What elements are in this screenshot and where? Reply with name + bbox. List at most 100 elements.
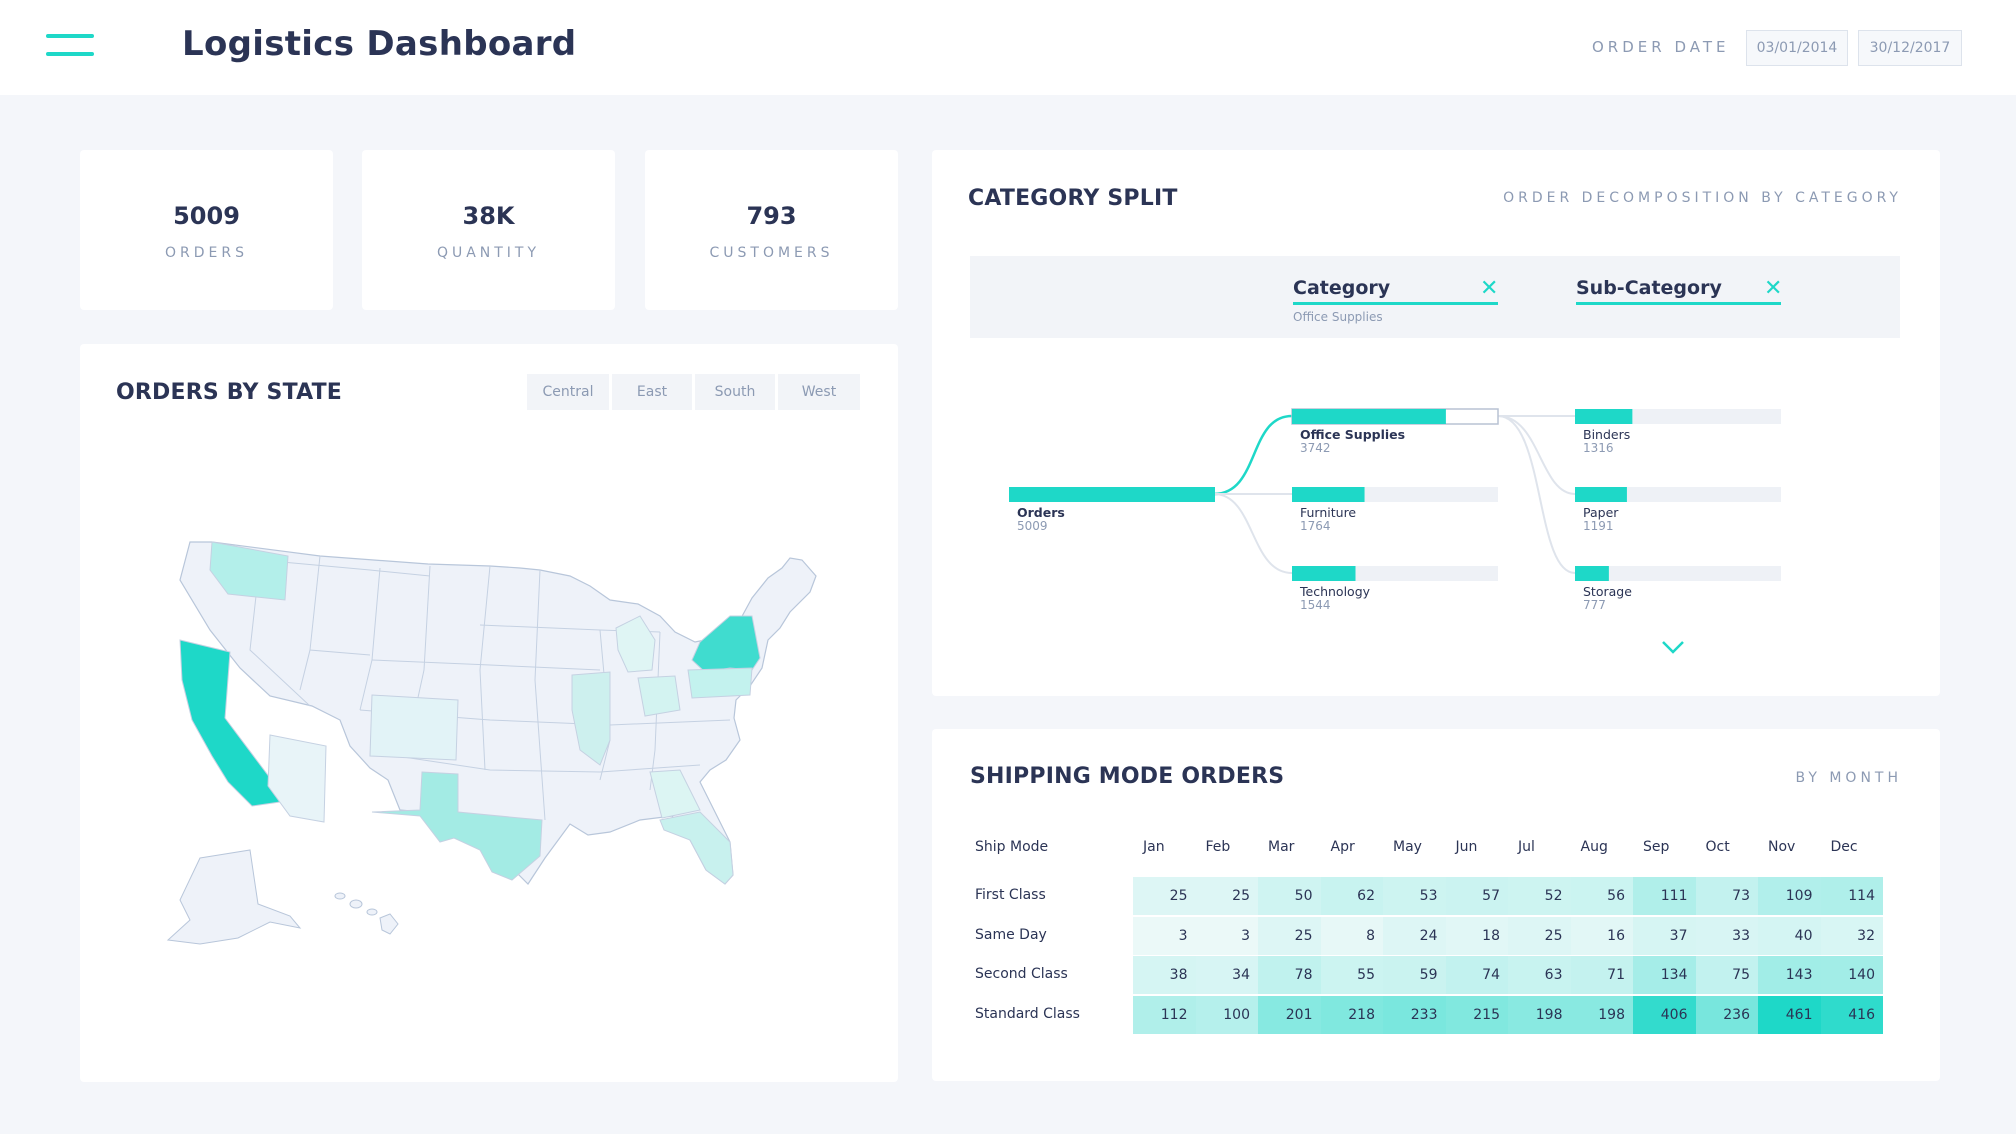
heatmap-cell[interactable]: 73 — [1695, 877, 1758, 915]
subcategory-node-value: 1191 — [1583, 519, 1614, 533]
level-selected-value: Office Supplies — [1293, 310, 1383, 324]
heatmap-cell[interactable]: 109 — [1758, 877, 1821, 915]
heatmap-cell[interactable]: 74 — [1445, 956, 1508, 994]
heatmap-cell[interactable]: 112 — [1133, 995, 1196, 1034]
state-hawaii[interactable] — [334, 892, 399, 935]
close-icon[interactable]: ✕ — [1764, 276, 1783, 301]
state-arizona[interactable] — [267, 734, 327, 823]
heatmap-cell[interactable]: 25 — [1195, 877, 1258, 915]
heatmap-cell[interactable]: 25 — [1508, 916, 1571, 955]
us-state-map[interactable] — [140, 520, 840, 950]
state-illinois[interactable] — [571, 671, 611, 766]
state-washington[interactable] — [209, 541, 289, 601]
heatmap-cell[interactable]: 78 — [1258, 956, 1321, 994]
hamburger-menu-icon[interactable] — [46, 34, 94, 58]
heatmap-row-header: Ship Mode — [975, 839, 1049, 855]
heatmap-cell[interactable]: 198 — [1570, 995, 1633, 1034]
heatmap-cell[interactable]: 25 — [1258, 916, 1321, 955]
chevron-down-icon[interactable] — [1662, 641, 1684, 654]
subcategory-node-label: Paper — [1583, 505, 1619, 520]
heatmap-cell[interactable]: 3 — [1195, 916, 1258, 955]
heatmap-cell[interactable]: 201 — [1258, 995, 1321, 1034]
subcategory-bar-track — [1575, 566, 1781, 581]
heatmap-cell[interactable]: 416 — [1820, 995, 1883, 1034]
category-node-label: Technology — [1300, 584, 1371, 599]
kpi-label: ORDERS — [165, 245, 248, 261]
heatmap-cell[interactable]: 215 — [1445, 995, 1508, 1034]
tree-link — [1497, 415, 1576, 574]
category-bar-office-supplies[interactable] — [1292, 409, 1446, 424]
heatmap-cell[interactable]: 25 — [1133, 877, 1196, 915]
category-node-label: Furniture — [1300, 505, 1357, 520]
heatmap-cell[interactable]: 233 — [1383, 995, 1446, 1034]
heatmap-cell[interactable]: 218 — [1320, 995, 1383, 1034]
heatmap-cell[interactable]: 40 — [1758, 916, 1821, 955]
subcategory-node-value: 1316 — [1583, 441, 1614, 455]
shipping-title: SHIPPING MODE ORDERS — [970, 764, 1285, 789]
heatmap-cell[interactable]: 75 — [1695, 956, 1758, 994]
region-filter-central[interactable]: Central — [527, 374, 609, 410]
heatmap-cell[interactable]: 461 — [1758, 995, 1821, 1034]
state-colorado[interactable] — [369, 694, 459, 761]
heatmap-cell[interactable]: 24 — [1383, 916, 1446, 955]
heatmap-cell[interactable]: 236 — [1695, 995, 1758, 1034]
heatmap-cell[interactable]: 140 — [1820, 956, 1883, 994]
region-filter-south[interactable]: South — [695, 374, 775, 410]
heatmap-cell[interactable]: 59 — [1383, 956, 1446, 994]
level-title-subcategory: Sub-Category — [1576, 277, 1722, 299]
heatmap-row-label: First Class — [975, 887, 1046, 903]
state-texas[interactable] — [371, 771, 543, 881]
heatmap-cell[interactable]: 111 — [1633, 877, 1696, 915]
heatmap-month-header: Oct — [1705, 839, 1730, 855]
heatmap-cell[interactable]: 34 — [1195, 956, 1258, 994]
subcategory-node-value: 777 — [1583, 598, 1606, 612]
heatmap-cell[interactable]: 8 — [1320, 916, 1383, 955]
decomposition-header — [970, 256, 1900, 338]
heatmap-cell[interactable]: 37 — [1633, 916, 1696, 955]
state-florida[interactable] — [659, 811, 734, 885]
heatmap-cell[interactable]: 198 — [1508, 995, 1571, 1034]
subcategory-bar-binders[interactable] — [1575, 409, 1633, 424]
heatmap-cell[interactable]: 134 — [1633, 956, 1696, 994]
date-to-input[interactable]: 30/12/2017 — [1858, 30, 1962, 66]
root-bar-fill[interactable] — [1009, 487, 1215, 502]
heatmap-month-header: Mar — [1268, 839, 1295, 855]
region-filter-east[interactable]: East — [612, 374, 692, 410]
state-ohio[interactable] — [637, 675, 681, 717]
heatmap-cell[interactable]: 100 — [1195, 995, 1258, 1034]
category-bar-furniture[interactable] — [1292, 487, 1365, 502]
subcategory-bar-paper[interactable] — [1575, 487, 1627, 502]
heatmap-cell[interactable]: 52 — [1508, 877, 1571, 915]
heatmap-cell[interactable]: 63 — [1508, 956, 1571, 994]
subcategory-node-label: Storage — [1583, 584, 1632, 599]
region-filter-west[interactable]: West — [778, 374, 860, 410]
category-bar-technology[interactable] — [1292, 566, 1356, 581]
heatmap-cell[interactable]: 406 — [1633, 995, 1696, 1034]
state-california[interactable] — [179, 639, 281, 807]
heatmap-cell[interactable]: 143 — [1758, 956, 1821, 994]
heatmap-cell[interactable]: 3 — [1133, 916, 1196, 955]
kpi-value: 793 — [746, 202, 797, 230]
heatmap-cell[interactable]: 55 — [1320, 956, 1383, 994]
subcategory-bar-storage[interactable] — [1575, 566, 1609, 581]
heatmap-cell[interactable]: 50 — [1258, 877, 1321, 915]
level-title-category: Category — [1293, 277, 1391, 299]
heatmap-cell[interactable]: 71 — [1570, 956, 1633, 994]
state-georgia[interactable] — [649, 769, 701, 819]
heatmap-cell[interactable]: 38 — [1133, 956, 1196, 994]
heatmap-cell[interactable]: 56 — [1570, 877, 1633, 915]
heatmap-cell[interactable]: 18 — [1445, 916, 1508, 955]
heatmap-cell[interactable]: 62 — [1320, 877, 1383, 915]
heatmap-cell[interactable]: 33 — [1695, 916, 1758, 955]
heatmap-cell[interactable]: 53 — [1383, 877, 1446, 915]
heatmap-cell[interactable]: 57 — [1445, 877, 1508, 915]
state-alaska[interactable] — [166, 849, 302, 945]
shipping-subtitle: BY MONTH — [1795, 770, 1902, 786]
heatmap-cell[interactable]: 32 — [1820, 916, 1883, 955]
state-michigan[interactable] — [615, 615, 656, 673]
heatmap-cell[interactable]: 114 — [1820, 877, 1883, 915]
state-pennsylvania[interactable] — [687, 667, 753, 699]
heatmap-cell[interactable]: 16 — [1570, 916, 1633, 955]
close-icon[interactable]: ✕ — [1480, 276, 1499, 301]
date-from-input[interactable]: 03/01/2014 — [1746, 30, 1848, 66]
